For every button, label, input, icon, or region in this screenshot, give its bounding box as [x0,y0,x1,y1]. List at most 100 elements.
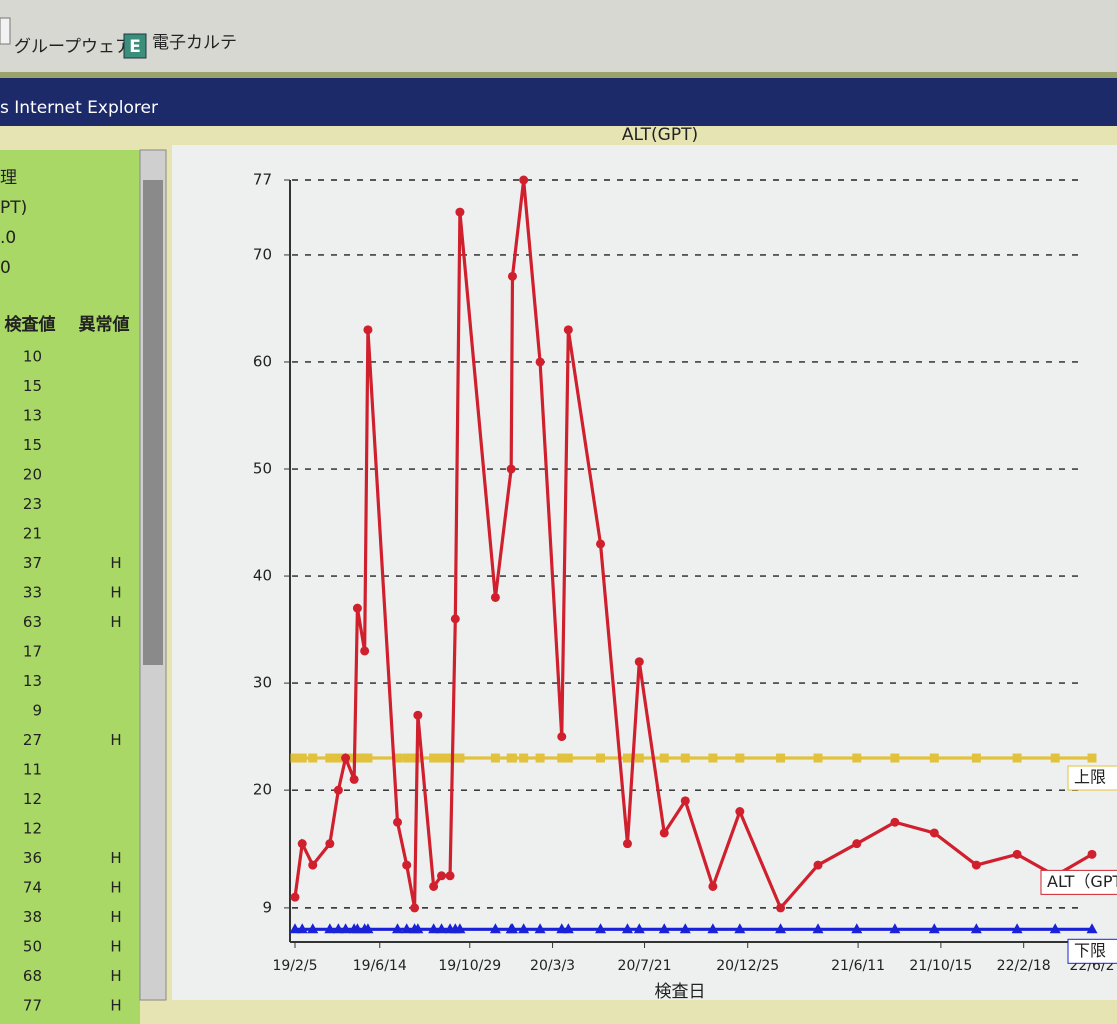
point [455,207,465,217]
point [634,753,644,763]
point [352,753,362,763]
legend-label: ALT（GPT） [1047,872,1117,891]
point [450,614,460,624]
table-value: 36 [23,849,42,867]
point [402,860,412,870]
point [812,923,824,934]
point [297,839,307,849]
tab-icon-box [0,17,11,45]
point [708,753,718,763]
table-value: 38 [23,908,42,926]
table-value: 12 [23,820,42,838]
point [852,753,862,763]
point [308,753,318,763]
point [507,753,517,763]
point [454,923,466,934]
point [1087,849,1097,859]
point [596,539,606,549]
table-value: 68 [23,967,42,985]
point [307,923,319,934]
point [708,881,718,891]
table-flag: H [110,967,121,985]
table-value: 10 [23,348,42,366]
point [297,753,307,763]
point [437,753,447,763]
point [557,753,567,763]
point [519,175,529,185]
point [324,923,336,934]
point [429,753,439,763]
legend-box [1067,938,1117,964]
table-flag: H [110,879,121,897]
toolbar [0,0,1117,75]
point [506,923,518,934]
point [392,753,402,763]
tab-icon [123,33,147,59]
point [928,923,940,934]
point [391,923,403,934]
point [680,796,690,806]
table-value: 21 [23,525,42,543]
point [412,923,424,934]
point [360,646,370,656]
point [392,817,402,827]
point [490,592,500,602]
tab[interactable]: 電子カルテ [152,33,237,53]
table-flag: H [110,731,121,749]
point [445,753,455,763]
point [437,871,447,881]
point [402,753,412,763]
scroll-thumb[interactable] [143,180,163,665]
point [889,923,901,934]
table-flag: H [110,554,121,572]
point [450,753,460,763]
point [851,923,863,934]
point [776,753,786,763]
series-line [293,179,1093,911]
point [890,817,900,827]
point [634,657,644,667]
point [519,753,529,763]
point [929,828,939,838]
x-tick-label: 21/6/11 [831,958,885,974]
point [659,828,669,838]
x-tick-label: 22/2/18 [997,958,1051,974]
point [813,753,823,763]
table-value: 13 [23,407,42,425]
point [658,923,670,934]
table-flag: H [110,584,121,602]
tab[interactable]: グループウェア [14,37,132,57]
table-value: 9 [32,702,42,720]
point [557,732,567,742]
point [333,785,343,795]
point [534,923,546,934]
point [296,923,308,934]
point [506,464,516,474]
y-tick-label: 40 [253,567,272,585]
point [622,753,632,763]
point [436,923,448,934]
point [340,923,352,934]
table-value: 50 [23,938,42,956]
y-tick-label: 50 [253,460,272,478]
point [362,923,374,934]
table-value: 11 [23,761,42,779]
point [535,753,545,763]
point [971,753,981,763]
point [813,860,823,870]
side-label: .0 [0,228,16,248]
y-tick-label: 9 [262,898,272,916]
point [363,753,373,763]
point [332,923,344,934]
point [970,923,982,934]
point [1012,849,1022,859]
side-label: PT) [0,198,27,218]
table-value: 20 [23,466,42,484]
table-value: 74 [23,879,42,897]
table-value: 37 [23,554,42,572]
table-header: 検査値 [5,314,56,335]
point [659,753,669,763]
x-tick-label: 19/2/5 [272,958,317,974]
point [595,923,607,934]
